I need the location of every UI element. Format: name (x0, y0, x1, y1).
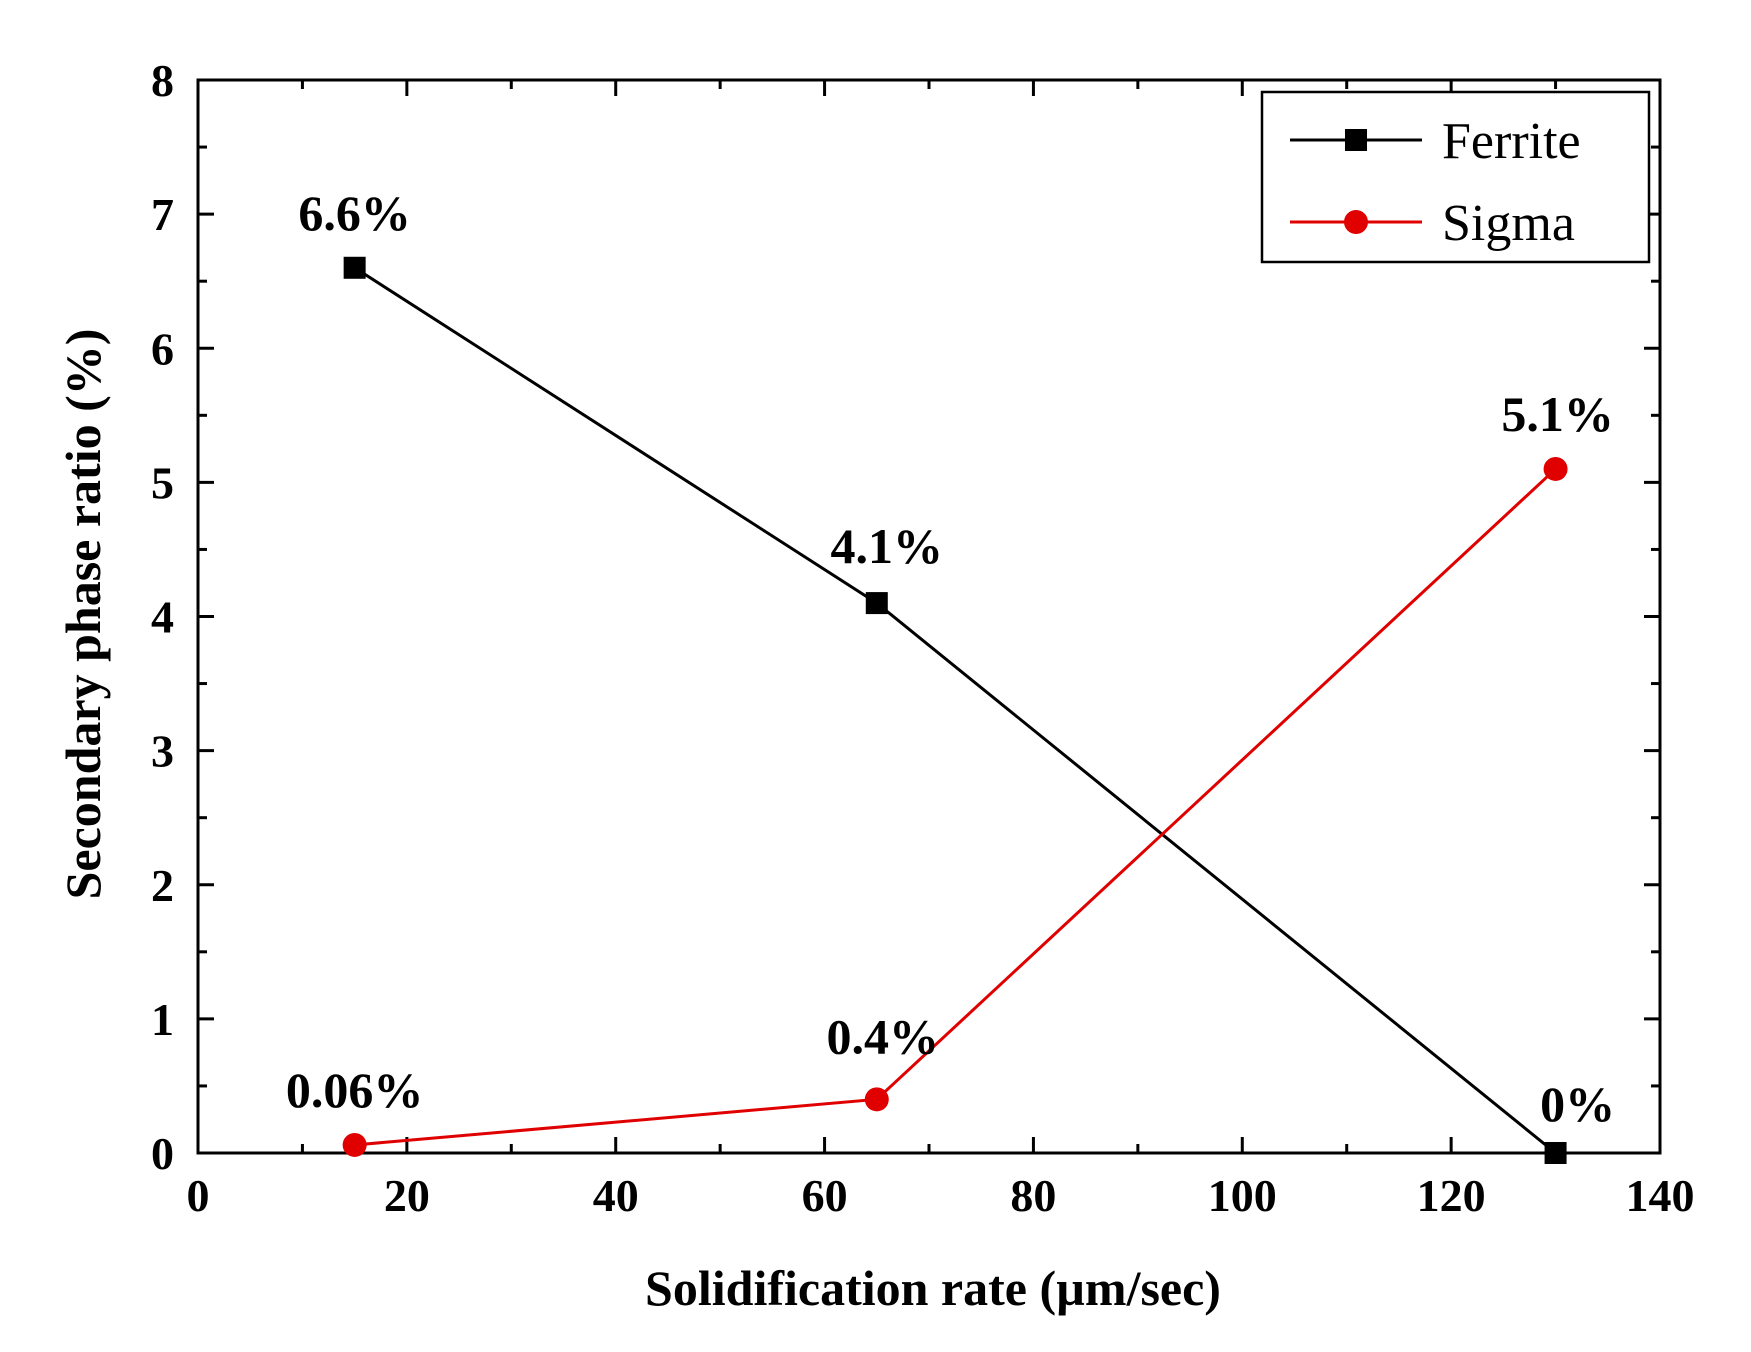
ferrite-data-label: 4.1% (831, 518, 944, 574)
y-tick-label: 7 (151, 189, 174, 240)
sigma-data-label: 0.4% (827, 1008, 940, 1064)
sigma-data-label: 0.06% (286, 1062, 424, 1118)
y-axis-title: Secondary phase ratio (%) (55, 329, 111, 900)
ferrite-data-label: 6.6% (298, 185, 411, 241)
y-tick-label: 6 (151, 323, 174, 374)
y-tick-label: 1 (151, 994, 174, 1045)
ferrite-point (865, 592, 888, 615)
y-tick-label: 3 (151, 726, 174, 777)
ferrite-data-label: 0% (1540, 1076, 1615, 1132)
ferrite-series-line (353, 266, 1557, 1155)
x-axis-title: Solidification rate (µm/sec) (645, 1260, 1221, 1316)
sigma-point (864, 1087, 889, 1112)
x-tick-label: 40 (593, 1170, 639, 1221)
ferrite-point (1544, 1142, 1567, 1164)
sigma-series-line (354, 467, 1557, 1147)
sigma-point (342, 1132, 367, 1157)
x-tick-label: 120 (1417, 1170, 1486, 1221)
y-tick-label: 0 (151, 1128, 174, 1179)
y-tick-label: 2 (151, 860, 174, 911)
x-tick-label: 20 (384, 1170, 430, 1221)
legend-ferrite-label: Ferrite (1442, 113, 1581, 170)
x-tick-label: 60 (802, 1170, 848, 1221)
y-tick-label: 4 (151, 592, 174, 643)
sigma-point (1543, 456, 1568, 481)
legend-box (1260, 90, 1651, 264)
legend-sigma-label: Sigma (1442, 195, 1575, 252)
ferrite-point (343, 256, 366, 279)
y-tick-label: 5 (151, 457, 174, 508)
sigma-data-label: 5.1% (1501, 386, 1614, 442)
y-tick-label: 8 (151, 55, 174, 106)
legend-ferrite-marker (1345, 129, 1367, 151)
x-tick-label: 0 (187, 1170, 210, 1221)
x-tick-label: 140 (1626, 1170, 1695, 1221)
x-tick-label: 100 (1208, 1170, 1277, 1221)
legend-sigma-marker (1344, 210, 1368, 234)
x-tick-label: 80 (1010, 1170, 1056, 1221)
